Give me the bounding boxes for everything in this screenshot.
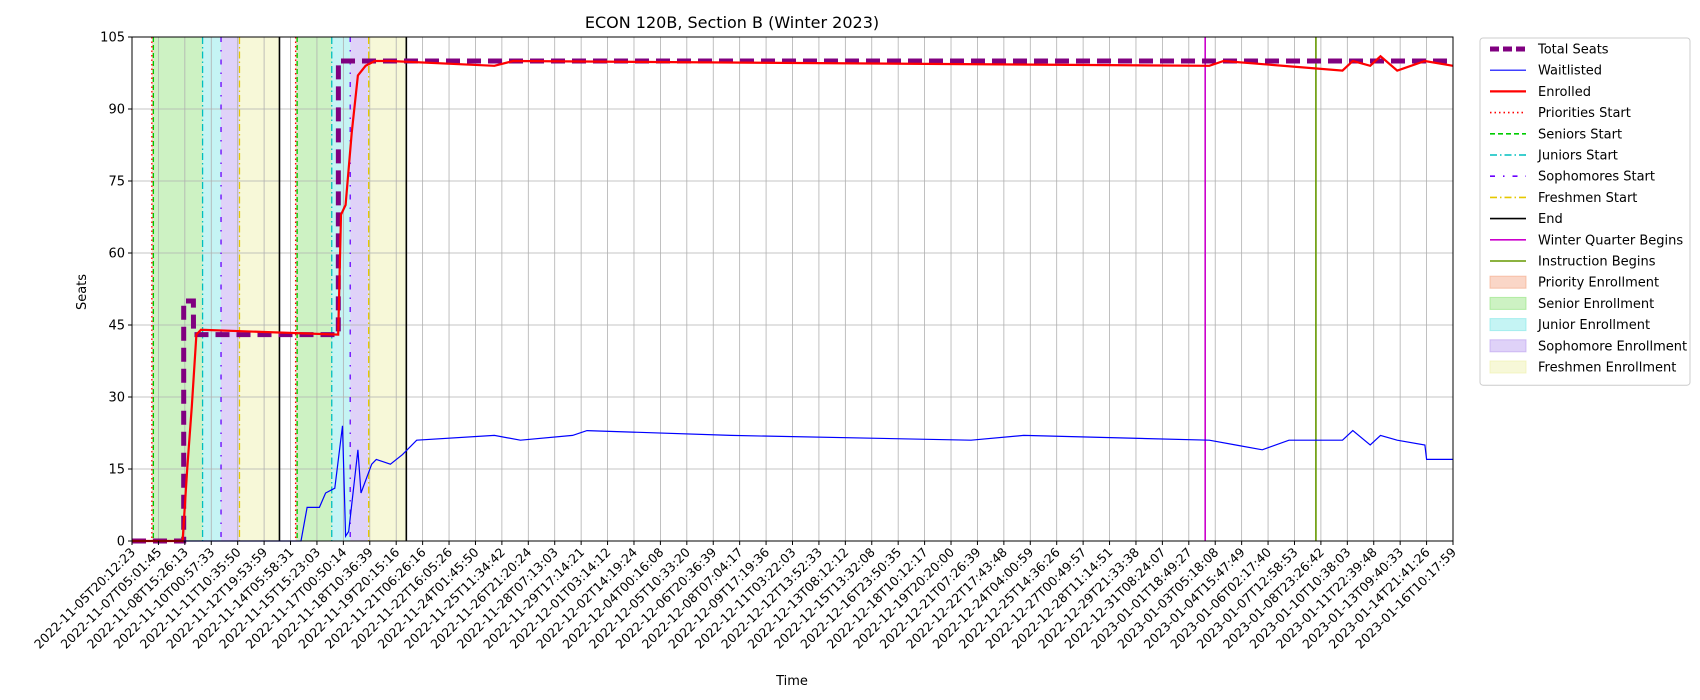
legend-label-1: Waitlisted — [1538, 64, 1602, 79]
x-axis-label: Time — [775, 674, 808, 689]
legend-label-12: Senior Enrollment — [1538, 297, 1654, 312]
legend-label-4: Seniors Start — [1538, 127, 1622, 142]
legend-label-11: Priority Enrollment — [1538, 276, 1659, 291]
shaded-region-1-0 — [153, 37, 203, 541]
y-tick-label-1: 15 — [108, 463, 125, 478]
legend-label-6: Sophomores Start — [1538, 170, 1655, 185]
shaded-region-0-0 — [151, 37, 154, 541]
y-tick-label-5: 75 — [108, 175, 125, 190]
series-line-2 — [132, 54, 1454, 543]
y-axis-label: Seats — [75, 274, 90, 310]
legend-swatch-11 — [1489, 275, 1527, 289]
series-line-1 — [132, 425, 1453, 542]
legend-label-0: Total Seats — [1537, 43, 1609, 58]
shaded-region-1-1 — [297, 37, 332, 541]
y-tick-label-7: 105 — [100, 31, 125, 46]
legend-label-2: Enrolled — [1538, 85, 1591, 100]
legend-label-9: Winter Quarter Begins — [1538, 233, 1683, 248]
legend-label-13: Junior Enrollment — [1537, 318, 1650, 333]
legend-label-8: End — [1538, 212, 1563, 227]
legend-box — [1479, 37, 1691, 386]
chart-title: ECON 120B, Section B (Winter 2023) — [585, 13, 879, 32]
legend-label-7: Freshmen Start — [1538, 191, 1637, 206]
y-tick-label-3: 45 — [108, 319, 125, 334]
y-tick-label-0: 0 — [117, 535, 125, 550]
legend-label-5: Juniors Start — [1537, 149, 1618, 164]
shaded-region-0-1 — [295, 37, 298, 541]
y-tick-label-6: 90 — [108, 103, 125, 118]
shaded-region-2-1 — [331, 37, 351, 541]
y-tick-label-4: 60 — [108, 247, 125, 262]
shaded-region-3-1 — [350, 37, 369, 541]
legend-label-14: Sophomore Enrollment — [1538, 339, 1687, 354]
shaded-region-3-0 — [221, 37, 240, 541]
legend-label-3: Priorities Start — [1538, 106, 1631, 121]
legend-label-15: Freshmen Enrollment — [1538, 361, 1676, 376]
shaded-region-2-0 — [202, 37, 222, 541]
legend-swatch-15 — [1489, 360, 1527, 374]
legend-swatch-13 — [1489, 318, 1527, 332]
y-tick-label-2: 30 — [108, 391, 125, 406]
shaded-region-4-0 — [239, 37, 280, 541]
legend: Total Seats Waitlisted Enrolled Priorities … — [1479, 37, 1691, 386]
legend-swatch-14 — [1489, 339, 1527, 353]
legend-swatch-12 — [1489, 296, 1527, 310]
legend-label-10: Instruction Begins — [1538, 255, 1656, 270]
shaded-region-4-1 — [368, 37, 407, 541]
